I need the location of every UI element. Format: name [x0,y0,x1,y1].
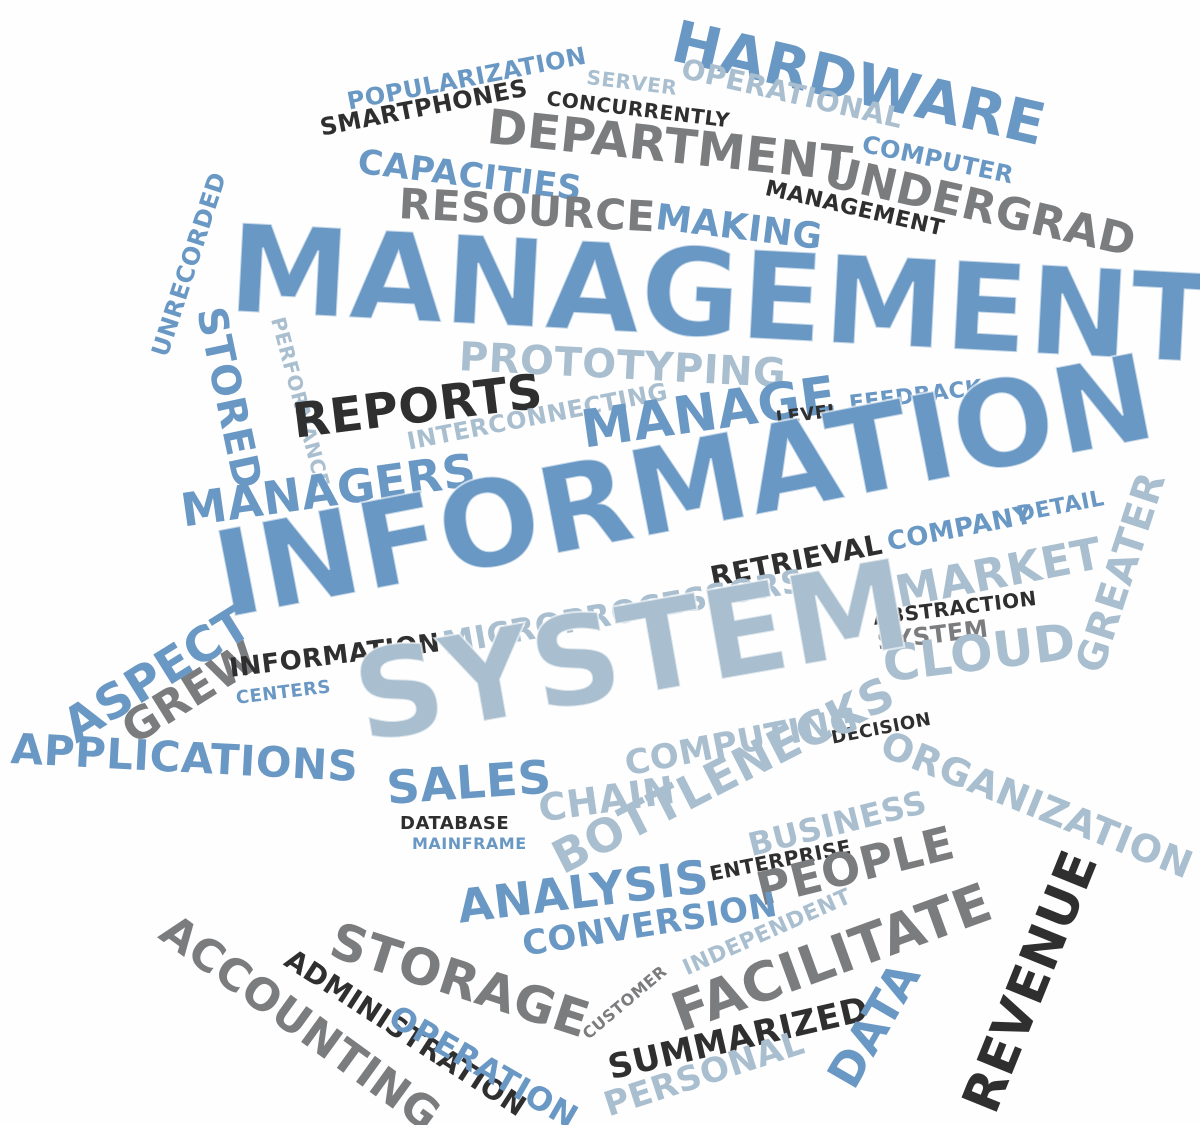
word-applications: APPLICATIONS [9,724,360,792]
word-detail: DETAIL [1014,486,1107,528]
word-database: DATABASE [400,813,510,834]
word-sales: SALES [384,749,554,815]
word-mainframe: MAINFRAME [412,834,527,853]
